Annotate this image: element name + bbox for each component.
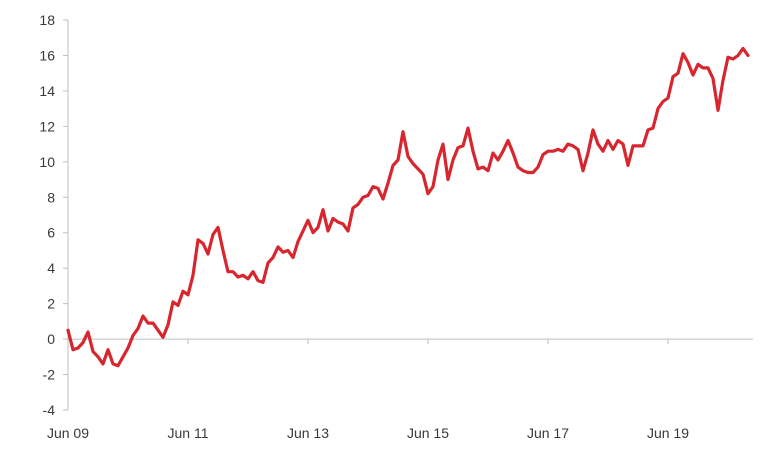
x-tick-label: Jun 09: [47, 425, 89, 441]
y-tick-label: 12: [39, 118, 55, 134]
x-tick-label: Jun 11: [168, 425, 209, 441]
series-line: [66, 46, 750, 368]
x-tick-label: Jun 13: [287, 425, 329, 441]
y-tick-label: 18: [39, 12, 55, 28]
y-tick-label: 10: [39, 154, 55, 170]
y-axis: -4 -2 0 2 4 6 8 10 12 14 16 18: [39, 12, 69, 418]
x-axis: Jun 09 Jun 11 Jun 13 Jun 15 Jun 17 Jun 19: [47, 338, 753, 441]
y-tick-label: 16: [39, 47, 55, 63]
y-tick-label: 6: [47, 225, 55, 241]
series-layer: [66, 46, 750, 368]
y-tick-label: -2: [43, 367, 56, 383]
x-tick-label: Jun 19: [647, 425, 689, 441]
y-tick-label: 14: [39, 83, 55, 99]
x-tick-label: Jun 15: [407, 425, 449, 441]
x-tick-label: Jun 17: [527, 425, 569, 441]
y-tick-label: 2: [47, 296, 55, 312]
y-tick-label: 8: [47, 189, 55, 205]
y-tick-label: -4: [43, 402, 56, 418]
y-tick-label: 4: [47, 260, 55, 276]
y-tick-label: 0: [47, 331, 55, 347]
